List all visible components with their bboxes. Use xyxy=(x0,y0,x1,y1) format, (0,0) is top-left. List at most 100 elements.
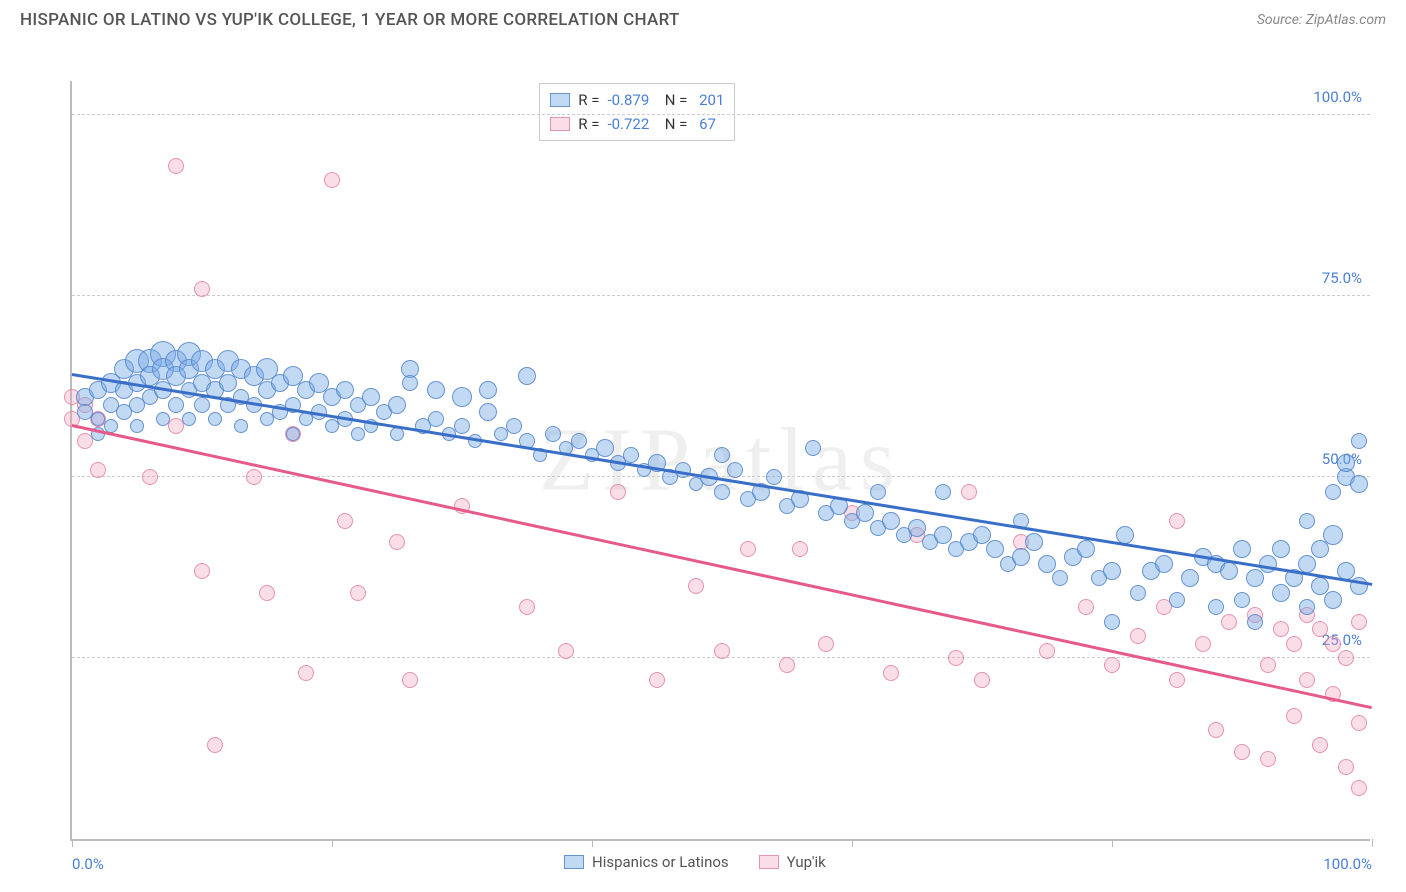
data-point xyxy=(1247,614,1263,630)
data-point xyxy=(156,412,170,426)
data-point xyxy=(194,281,210,297)
data-point xyxy=(1286,636,1302,652)
data-point xyxy=(1351,780,1367,796)
data-point xyxy=(1208,722,1224,738)
data-point xyxy=(545,426,561,442)
data-point xyxy=(506,418,522,434)
gridline-h xyxy=(72,114,1370,115)
legend-r-value: -0.722 xyxy=(607,112,649,136)
data-point xyxy=(986,540,1004,558)
data-point xyxy=(649,672,665,688)
chart-source: Source: ZipAtlas.com xyxy=(1257,12,1386,28)
data-point xyxy=(805,440,821,456)
data-point xyxy=(168,158,184,174)
series-legend-item: Yup'ik xyxy=(759,853,826,871)
data-point xyxy=(1260,657,1276,673)
data-point xyxy=(336,381,354,399)
data-point xyxy=(714,447,730,463)
data-point xyxy=(1012,548,1030,566)
data-point xyxy=(1337,454,1355,472)
data-point xyxy=(1169,672,1185,688)
data-point xyxy=(779,657,795,673)
data-point xyxy=(454,418,470,434)
data-point xyxy=(1298,555,1316,573)
series-legend: Hispanics or Latinos Yup'ik xyxy=(564,853,826,871)
legend-r-label: R = xyxy=(578,112,599,136)
data-point xyxy=(714,484,730,500)
data-point xyxy=(558,643,574,659)
data-point xyxy=(1286,708,1302,724)
data-point xyxy=(1323,525,1343,545)
data-point xyxy=(168,397,184,413)
data-point xyxy=(727,462,743,478)
data-point xyxy=(714,643,730,659)
data-point xyxy=(1039,643,1055,659)
data-point xyxy=(298,665,314,681)
data-point xyxy=(908,519,926,537)
data-point xyxy=(1233,540,1251,558)
gridline-h xyxy=(72,295,1370,296)
data-point xyxy=(362,388,380,406)
data-point xyxy=(208,412,222,426)
x-tick xyxy=(1372,839,1373,847)
data-point xyxy=(1338,759,1354,775)
series-name: Yup'ik xyxy=(787,853,826,871)
data-point xyxy=(1130,585,1146,601)
source-name: ZipAtlas.com xyxy=(1306,12,1386,28)
legend-swatch xyxy=(564,855,584,869)
data-point xyxy=(1325,636,1341,652)
x-tick xyxy=(72,839,73,847)
legend-n-label: N = xyxy=(657,112,687,136)
legend-r-label: R = xyxy=(578,88,599,112)
data-point xyxy=(427,381,445,399)
data-point xyxy=(1077,540,1095,558)
stats-legend: R = -0.879 N = 201R = -0.722 N = 67 xyxy=(539,83,735,141)
data-point xyxy=(350,585,366,601)
legend-n-value: 67 xyxy=(695,112,716,136)
series-legend-item: Hispanics or Latinos xyxy=(564,853,729,871)
data-point xyxy=(610,484,626,500)
data-point xyxy=(194,397,210,413)
data-point xyxy=(882,512,900,530)
data-point xyxy=(259,585,275,601)
data-point xyxy=(194,563,210,579)
data-point xyxy=(1299,513,1315,529)
data-point xyxy=(1246,569,1264,587)
data-point xyxy=(1311,577,1329,595)
x-tick-label: 0.0% xyxy=(72,855,104,873)
data-point xyxy=(1038,555,1056,573)
data-point xyxy=(974,672,990,688)
data-point xyxy=(1208,599,1224,615)
data-point xyxy=(428,411,444,427)
data-point xyxy=(1273,621,1289,637)
data-point xyxy=(961,484,977,500)
data-point xyxy=(207,737,223,753)
data-point xyxy=(1299,599,1315,615)
data-point xyxy=(1234,744,1250,760)
data-point xyxy=(1350,475,1368,493)
data-point xyxy=(1169,513,1185,529)
data-point xyxy=(1104,614,1120,630)
data-point xyxy=(1260,751,1276,767)
data-point xyxy=(479,403,497,421)
data-point xyxy=(286,427,300,441)
data-point xyxy=(1325,484,1341,500)
data-point xyxy=(1221,614,1237,630)
data-point xyxy=(571,433,587,449)
series-name: Hispanics or Latinos xyxy=(592,853,729,871)
data-point xyxy=(234,419,248,433)
data-point xyxy=(246,469,262,485)
data-point xyxy=(182,412,196,426)
data-point xyxy=(883,665,899,681)
data-point xyxy=(1130,628,1146,644)
data-point xyxy=(1181,569,1199,587)
x-tick-label: 100.0% xyxy=(1323,855,1372,873)
data-point xyxy=(1195,636,1211,652)
chart-title: HISPANIC OR LATINO VS YUP'IK COLLEGE, 1 … xyxy=(20,10,680,30)
data-point xyxy=(1272,584,1290,602)
legend-swatch xyxy=(550,93,570,107)
data-point xyxy=(740,541,756,557)
data-point xyxy=(402,672,418,688)
legend-n-value: 201 xyxy=(695,88,724,112)
data-point xyxy=(402,375,418,391)
